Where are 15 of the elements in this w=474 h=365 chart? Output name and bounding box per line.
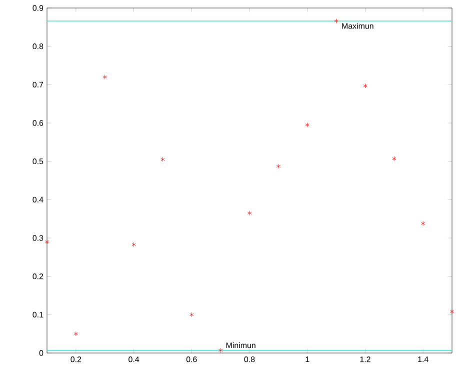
point — [363, 83, 368, 88]
point — [305, 122, 310, 128]
point — [218, 348, 223, 352]
point — [334, 18, 338, 24]
point — [450, 308, 454, 314]
point — [392, 156, 396, 161]
point — [276, 164, 281, 168]
point — [420, 220, 426, 226]
point — [74, 331, 78, 336]
point — [44, 239, 50, 244]
point — [160, 156, 165, 162]
point — [247, 210, 252, 216]
point — [102, 74, 107, 80]
point — [132, 242, 136, 247]
point — [190, 312, 194, 317]
